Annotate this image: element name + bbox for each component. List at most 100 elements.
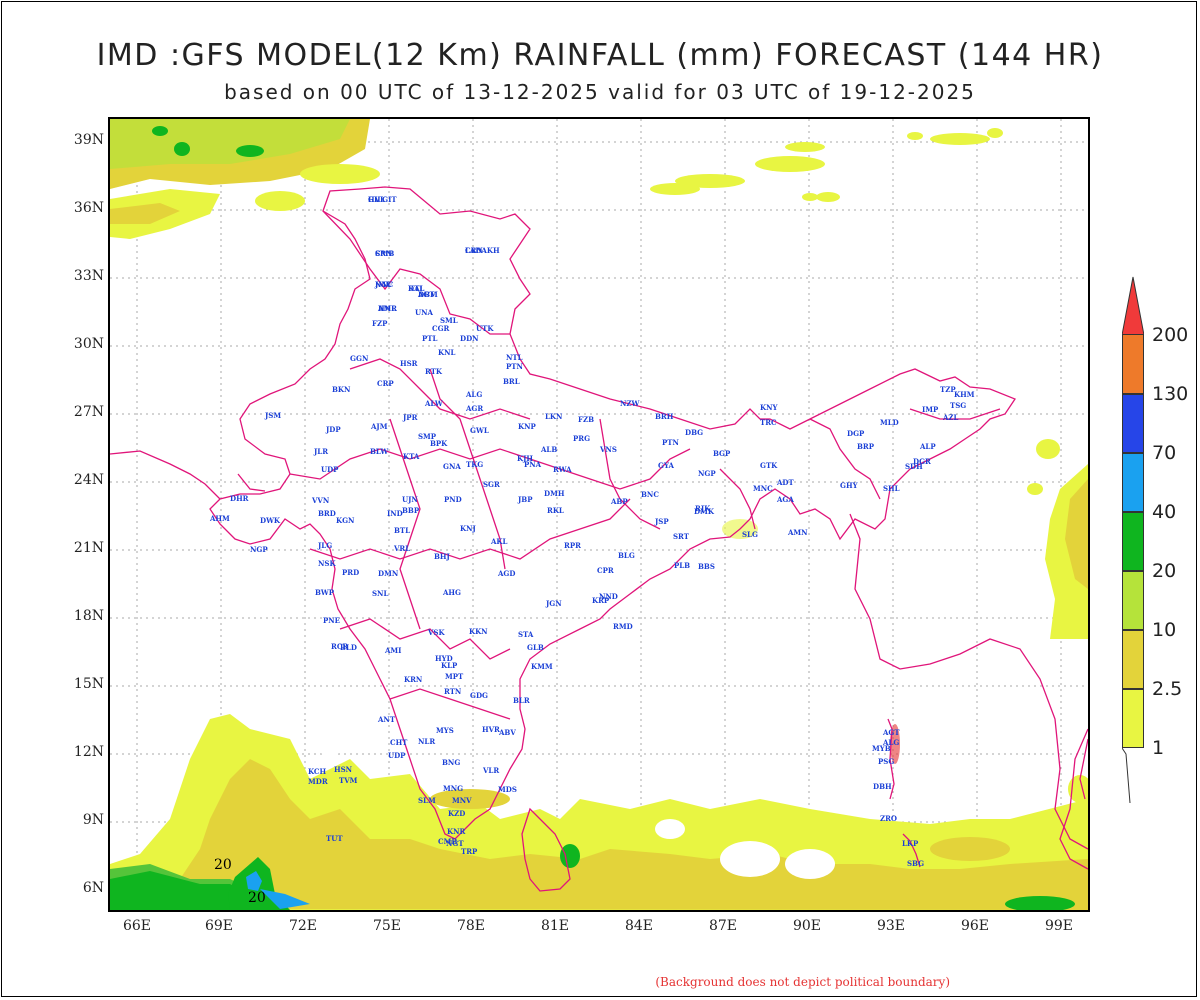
place-label: HVL: [368, 195, 385, 204]
place-label: CMB: [375, 249, 394, 258]
place-label: SMP: [418, 432, 437, 441]
place-label: LKN: [545, 412, 563, 421]
place-label: LADAKH: [465, 246, 500, 255]
place-label: KKN: [469, 627, 488, 636]
legend-label-40: 40: [1152, 501, 1177, 523]
place-label: NGT: [446, 839, 464, 848]
place-label: SLM: [418, 796, 436, 805]
place-label: DHR: [230, 494, 249, 503]
place-label: RTK: [425, 367, 443, 376]
place-label: JLG: [317, 541, 332, 550]
place-label: PRG: [573, 434, 590, 443]
place-label: PTN: [506, 362, 523, 371]
lat-tick-36n: 36N: [73, 200, 104, 216]
place-label: PNA: [524, 460, 542, 469]
place-label: TUT: [326, 834, 343, 843]
place-label: ABV: [498, 728, 516, 737]
place-label: ZRO: [880, 814, 897, 823]
place-label: KHM: [954, 390, 975, 399]
place-label: AMI: [384, 646, 401, 655]
place-label: AGT: [882, 728, 900, 737]
place-label: GDG: [470, 691, 488, 700]
place-label: DMK: [694, 507, 715, 516]
rain-area-northwest: [110, 119, 380, 239]
lat-tick-21n: 21N: [73, 540, 104, 556]
place-label: GGN: [350, 354, 369, 363]
place-label: NLR: [418, 737, 435, 746]
place-label: HSR: [400, 359, 418, 368]
place-label: GWL: [470, 426, 489, 435]
place-label: SBG: [907, 859, 924, 868]
place-label: NZW: [620, 399, 640, 408]
place-label: BHJ: [434, 552, 451, 561]
place-label: NTL: [506, 353, 523, 362]
place-label: CHT: [390, 738, 408, 747]
place-label: BKN: [332, 385, 351, 394]
lat-tick-6n: 6N: [82, 880, 104, 896]
boundary-lines: [110, 186, 1088, 892]
place-label: SNL: [372, 589, 388, 598]
lat-tick-39n: 39N: [73, 132, 104, 148]
place-label: BLW: [370, 447, 388, 456]
place-label: BRH: [655, 412, 674, 421]
chart-title: IMD :GFS MODEL(12 Km) RAINFALL (mm) FORE…: [96, 38, 1104, 73]
rainfall-map: 20 20: [108, 117, 1090, 912]
place-label: RKL: [547, 506, 564, 515]
place-label: UDP: [388, 751, 406, 760]
place-label: MPT: [445, 672, 464, 681]
place-label: NGP: [250, 545, 268, 554]
place-label: KLP: [441, 661, 458, 670]
place-label: JPR: [402, 413, 418, 422]
lon-tick-93e: 93E: [876, 918, 906, 934]
place-label: BNG: [442, 758, 460, 767]
place-label: SGR: [483, 480, 500, 489]
place-label: KTA: [403, 452, 420, 461]
place-label: GYA: [658, 461, 675, 470]
lat-tick-24n: 24N: [73, 472, 104, 488]
place-label: AGA: [776, 495, 794, 504]
place-label: AHG: [442, 588, 461, 597]
lon-tick-99e: 99E: [1044, 918, 1074, 934]
rain-area-south: [110, 714, 1088, 910]
rain-area-northeast: [650, 128, 1003, 202]
place-label: ALG: [465, 390, 482, 399]
place-label: NND: [599, 592, 618, 601]
place-label: KNP: [518, 422, 536, 431]
legend-label-10: 10: [1152, 619, 1177, 641]
place-label: MNV: [452, 796, 472, 805]
place-label: VRL: [393, 544, 410, 553]
place-label: KNR: [447, 827, 465, 836]
place-label: RCR: [331, 642, 348, 651]
lon-tick-84e: 84E: [624, 918, 654, 934]
map-canvas: 20 20: [110, 119, 1088, 910]
place-label: RPR: [564, 541, 581, 550]
place-label: JBP: [517, 495, 533, 504]
place-label: ALG: [882, 738, 899, 747]
place-label: AGD: [497, 569, 515, 578]
place-label: KTL: [408, 284, 424, 293]
place-label: ANT: [377, 715, 396, 724]
place-label: MNC: [753, 484, 773, 493]
place-label: GILGIT: [368, 195, 397, 204]
place-label: UTK: [476, 324, 494, 333]
place-label: JSM: [264, 411, 281, 420]
place-label: JSP: [654, 517, 669, 526]
place-label: SRN: [375, 249, 393, 258]
place-label: DGP: [847, 429, 865, 438]
place-label: MNG: [443, 784, 463, 793]
place-label: MDR: [308, 777, 328, 786]
place-label: JDP: [325, 425, 341, 434]
lat-tick-30n: 30N: [73, 336, 104, 352]
legend-cap: [1122, 276, 1144, 335]
place-label: STA: [518, 630, 534, 639]
place-label: DGR: [913, 457, 931, 466]
place-label: AHM: [209, 514, 230, 523]
place-label: PTN: [662, 438, 679, 447]
place-label: BPK: [430, 439, 448, 448]
place-label: ADT: [776, 478, 795, 487]
place-label: UJN: [402, 495, 418, 504]
legend-swatch-40-70: [1122, 453, 1144, 512]
place-label: TZP: [940, 385, 956, 394]
place-label: AGR: [465, 404, 483, 413]
place-label: DMN: [378, 569, 399, 578]
